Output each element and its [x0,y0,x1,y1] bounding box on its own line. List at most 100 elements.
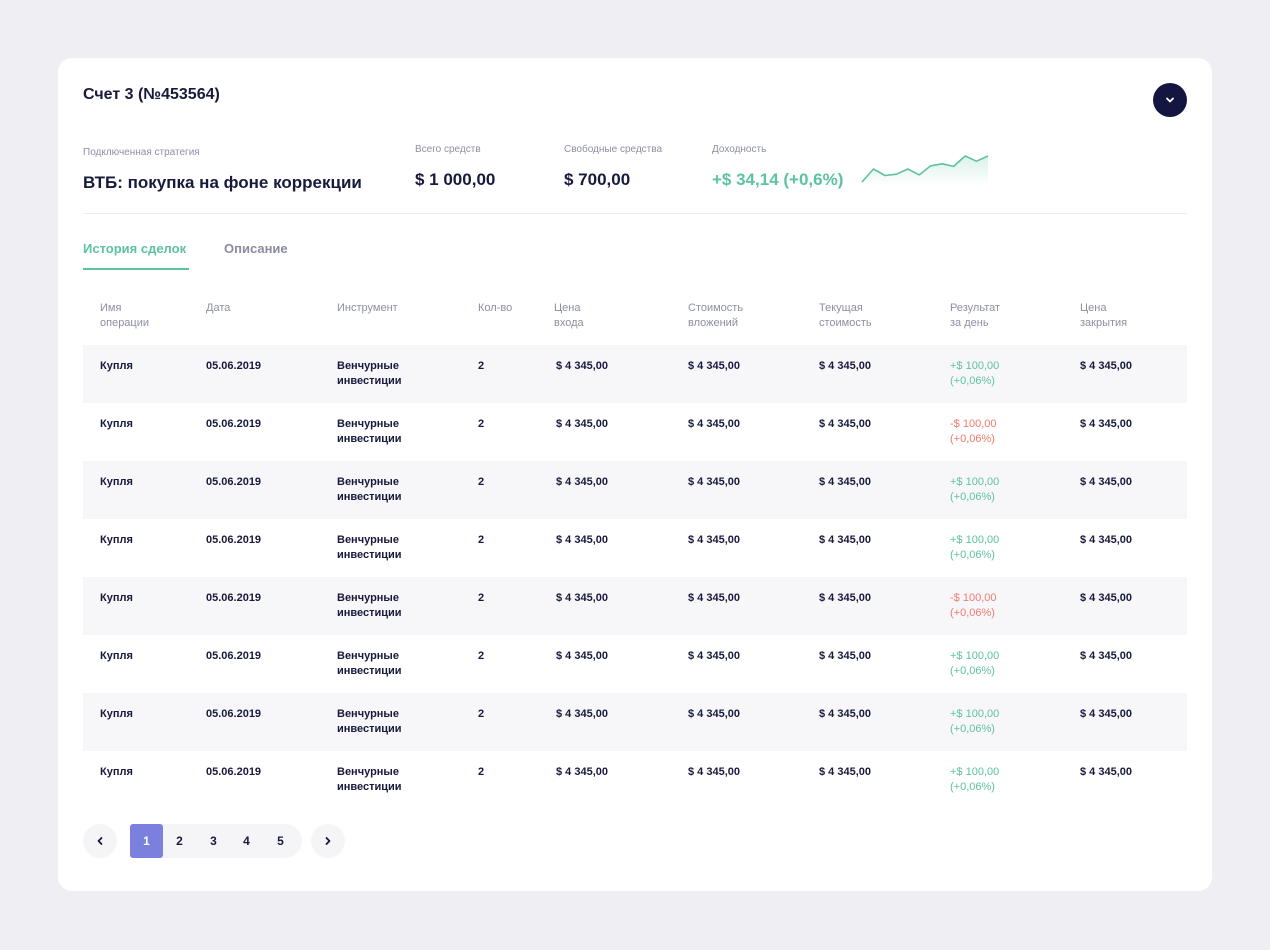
cell-entry-price: $ 4 345,00 [556,650,608,662]
cell-close-price: $ 4 345,00 [1080,650,1132,662]
result-percent: (+0,06%) [950,375,995,387]
cell-current-value: $ 4 345,00 [819,360,871,372]
cell-current-value: $ 4 345,00 [819,534,871,546]
cell-operation: Купля [100,708,133,720]
result-amount: -$ 100,00 [950,592,997,604]
prev-page-button[interactable] [83,824,117,858]
cell-instrument: Венчурные инвестиции [337,708,402,735]
cell-quantity: 2 [478,476,485,488]
chevron-left-icon [97,837,103,845]
cell-day-result: +$ 100,00 (+0,06%) [950,707,999,737]
cell-current-value: $ 4 345,00 [819,650,871,662]
col-header-date: Дата [206,302,231,314]
tab-description[interactable]: Описание [224,241,288,256]
cell-entry-price: $ 4 345,00 [556,360,608,372]
cell-current-value: $ 4 345,00 [819,418,871,430]
cell-close-price: $ 4 345,00 [1080,418,1132,430]
chevron-down-icon [1166,97,1174,103]
free-label: Свободные средства [564,144,663,155]
col-header-current-value: Текущая стоимость [819,302,872,329]
cell-investment: $ 4 345,00 [688,476,740,488]
result-percent: (+0,06%) [950,723,995,735]
cell-close-price: $ 4 345,00 [1080,534,1132,546]
strategy-stat: Подключенная стратегия ВТБ: покупка на ф… [83,147,362,193]
yield-stat: Доходность +$ 34,14 (+0,6%) [712,144,843,190]
table-row[interactable]: Купля 05.06.2019 Венчурные инвестиции 2 $ 4 … [83,693,1187,751]
total-value: $ 1 000,00 [415,170,496,189]
cell-day-result: +$ 100,00 (+0,06%) [950,649,999,679]
cell-instrument: Венчурные инвестиции [337,592,402,619]
cell-current-value: $ 4 345,00 [819,592,871,604]
cell-investment: $ 4 345,00 [688,766,740,778]
free-stat: Свободные средства $ 700,00 [564,144,662,190]
sparkline-line [861,155,989,183]
cell-date: 05.06.2019 [206,418,262,430]
table-row[interactable]: Купля 05.06.2019 Венчурные инвестиции 2 $ 4 … [83,635,1187,693]
strategy-label: Подключенная стратегия [83,147,200,158]
cell-date: 05.06.2019 [206,476,262,488]
cell-current-value: $ 4 345,00 [819,476,871,488]
col-header-entry-price: Цена входа [554,302,584,329]
table-row[interactable]: Купля 05.06.2019 Венчурные инвестиции 2 $ 4 … [83,403,1187,461]
cell-entry-price: $ 4 345,00 [556,708,608,720]
cell-close-price: $ 4 345,00 [1080,766,1132,778]
page-number-group: 1 2 3 4 5 [130,824,302,858]
cell-instrument: Венчурные инвестиции [337,418,402,445]
cell-quantity: 2 [478,418,485,430]
cell-date: 05.06.2019 [206,766,262,778]
cell-quantity: 2 [478,534,485,546]
cell-instrument: Венчурные инвестиции [337,360,402,387]
cell-operation: Купля [100,418,133,430]
table-row[interactable]: Купля 05.06.2019 Венчурные инвестиции 2 $ 4 … [83,461,1187,519]
result-percent: (+0,06%) [950,781,995,793]
col-header-instrument: Инструмент [337,302,398,314]
cell-close-price: $ 4 345,00 [1080,592,1132,604]
cell-date: 05.06.2019 [206,534,262,546]
table-row[interactable]: Купля 05.06.2019 Венчурные инвестиции 2 $ 4 … [83,519,1187,577]
cell-day-result: -$ 100,00 (+0,06%) [950,591,996,621]
result-percent: (+0,06%) [950,433,995,445]
cell-instrument: Венчурные инвестиции [337,766,402,793]
cell-close-price: $ 4 345,00 [1080,476,1132,488]
tab-history[interactable]: История сделок [83,241,187,256]
cell-instrument: Венчурные инвестиции [337,650,402,677]
account-title: Счет 3 (№453564) [83,86,220,103]
col-header-day-result: Результат за день [950,302,1001,329]
result-percent: (+0,06%) [950,491,995,503]
next-page-button[interactable] [311,824,345,858]
result-amount: +$ 100,00 [950,534,1000,546]
table-row[interactable]: Купля 05.06.2019 Венчурные инвестиции 2 $ 4 … [83,751,1187,809]
page-2-button[interactable]: 2 [176,834,183,848]
cell-operation: Купля [100,534,133,546]
cell-entry-price: $ 4 345,00 [556,534,608,546]
cell-day-result: +$ 100,00 (+0,06%) [950,765,999,795]
col-header-investment: Стоимость вложений [688,302,744,329]
page-3-button[interactable]: 3 [210,834,217,848]
cell-quantity: 2 [478,360,485,372]
total-label: Всего средств [415,144,481,155]
yield-value: +$ 34,14 (+0,6%) [712,170,844,189]
page-4-button[interactable]: 4 [243,834,250,848]
table-row[interactable]: Купля 05.06.2019 Венчурные инвестиции 2 $ 4 … [83,577,1187,635]
cell-operation: Купля [100,766,133,778]
cell-current-value: $ 4 345,00 [819,766,871,778]
section-divider [83,213,1187,214]
free-value: $ 700,00 [564,170,631,189]
cell-investment: $ 4 345,00 [688,418,740,430]
cell-operation: Купля [100,360,133,372]
cell-instrument: Венчурные инвестиции [337,534,402,561]
account-card: Счет 3 (№453564) Подключенная стратегия … [58,58,1212,891]
cell-quantity: 2 [478,766,485,778]
result-amount: +$ 100,00 [950,476,1000,488]
cell-current-value: $ 4 345,00 [819,708,871,720]
page-1-button[interactable]: 1 [130,824,163,858]
collapse-button[interactable] [1153,83,1187,117]
result-amount: +$ 100,00 [950,708,1000,720]
cell-close-price: $ 4 345,00 [1080,360,1132,372]
yield-label: Доходность [712,144,767,155]
table-row[interactable]: Купля 05.06.2019 Венчурные инвестиции 2 $ 4 … [83,345,1187,403]
result-percent: (+0,06%) [950,665,995,677]
cell-operation: Купля [100,476,133,488]
page-5-button[interactable]: 5 [277,834,284,848]
cell-quantity: 2 [478,592,485,604]
